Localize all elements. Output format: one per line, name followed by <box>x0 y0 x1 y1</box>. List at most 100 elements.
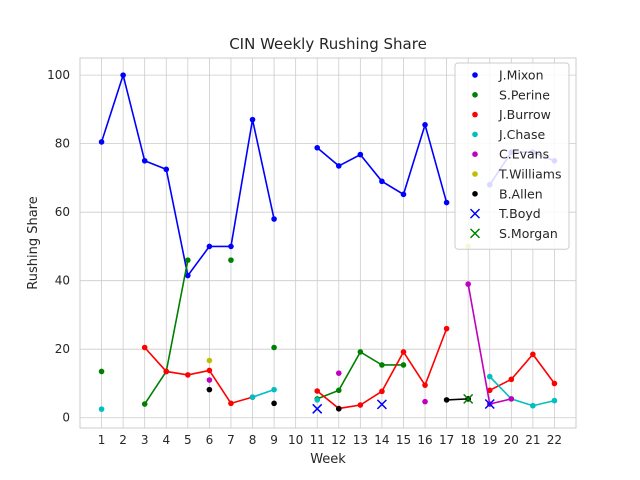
data-point <box>400 362 407 368</box>
series-area <box>98 72 558 414</box>
data-point <box>551 380 558 387</box>
data-point <box>530 402 536 409</box>
data-point <box>314 388 321 394</box>
legend-entry: J.Chase <box>498 127 545 142</box>
legend-entry: J.Burrow <box>498 107 551 122</box>
legend-entry: S.Perine <box>499 87 550 102</box>
series-line <box>489 376 555 407</box>
legend-entry: T.Williams <box>498 167 561 182</box>
data-point <box>249 116 256 123</box>
legend-entry: S.Morgan <box>499 226 558 241</box>
x-tick-label: 20 <box>504 433 519 447</box>
x-tick-label: 16 <box>417 433 432 447</box>
series-line <box>489 353 556 392</box>
plot-frame <box>79 57 577 429</box>
x-tick-label: 18 <box>461 433 476 447</box>
data-point <box>463 393 474 404</box>
data-point <box>400 349 407 355</box>
data-point <box>335 406 342 412</box>
data-point <box>508 376 515 383</box>
data-point <box>314 144 321 151</box>
data-point <box>379 388 385 395</box>
data-point <box>98 406 105 412</box>
legend-marker <box>472 151 478 157</box>
legend-entry: J.Mixon <box>498 68 544 83</box>
data-point <box>551 397 558 404</box>
data-point <box>379 178 385 185</box>
y-tick-label: 40 <box>55 274 70 288</box>
data-point <box>486 373 493 380</box>
x-tick-label: 15 <box>396 433 411 447</box>
x-tick-label: 4 <box>162 433 170 447</box>
data-point <box>141 344 148 351</box>
legend-marker <box>472 72 478 78</box>
data-point <box>357 402 364 408</box>
data-point <box>249 394 256 400</box>
data-point <box>120 72 126 78</box>
legend-marker <box>472 111 478 118</box>
data-point <box>484 398 495 410</box>
x-tick-label: 17 <box>439 433 454 447</box>
x-tick-label: 12 <box>331 433 346 447</box>
data-point <box>422 122 428 128</box>
data-point <box>530 351 536 358</box>
data-point <box>357 349 364 355</box>
data-point <box>376 399 387 410</box>
x-tick-label: 3 <box>141 433 149 447</box>
chart-title: CIN Weekly Rushing Share <box>229 35 427 53</box>
series-j-burrow <box>141 325 558 412</box>
x-tick-label: 19 <box>482 433 497 447</box>
data-point <box>185 272 191 279</box>
legend-entry: C.Evans <box>499 147 549 162</box>
x-tick-label: 22 <box>547 433 562 447</box>
data-point <box>185 372 191 378</box>
data-point <box>228 400 234 407</box>
data-point <box>271 400 277 407</box>
y-tick-label: 60 <box>55 205 70 219</box>
data-point <box>206 367 213 374</box>
series-line <box>144 346 253 405</box>
data-point <box>271 386 277 393</box>
legend-entry: T.Boyd <box>498 206 541 221</box>
tick-labels: 1 2 3 4 5 6 7 8 9 10 11 12 13 14 15 16 17 18 19 20 21 2202040… <box>47 68 562 447</box>
x-tick-label: 1 <box>98 433 106 447</box>
x-tick-label: 9 <box>270 433 278 447</box>
x-tick-label: 11 <box>310 433 325 447</box>
x-tick-label: 5 <box>184 433 192 447</box>
x-tick-label: 14 <box>374 433 389 447</box>
legend: J.Mixon S.Perine J.Burrow J.Chase C.Evans T.W… <box>454 62 570 250</box>
data-point <box>312 403 323 414</box>
data-point <box>422 398 428 405</box>
data-point <box>271 216 277 222</box>
data-point <box>314 397 321 403</box>
data-point <box>163 368 170 375</box>
x-tick-label: 8 <box>249 433 257 447</box>
data-point <box>228 243 234 250</box>
legend-marker <box>472 131 478 138</box>
series-t-boyd <box>312 398 495 414</box>
legend-marker <box>469 208 481 219</box>
x-tick-label: 13 <box>353 433 368 447</box>
legend-marker <box>472 191 478 197</box>
legend-marker <box>469 228 481 239</box>
x-tick-label: 21 <box>525 433 540 447</box>
x-tick-label: 6 <box>206 433 214 447</box>
y-tick-label: 80 <box>55 137 70 151</box>
data-point <box>335 163 342 169</box>
data-point <box>357 151 364 158</box>
data-point <box>443 325 450 332</box>
data-point <box>443 397 450 403</box>
y-axis-label: Rushing Share <box>26 196 41 289</box>
series-s-morgan <box>463 393 474 404</box>
data-point <box>335 387 342 394</box>
series-line <box>252 388 275 398</box>
data-point <box>163 166 170 173</box>
legend-marker <box>472 92 478 98</box>
data-point <box>271 344 277 351</box>
x-tick-label: 10 <box>288 433 303 447</box>
y-tick-label: 20 <box>55 342 70 356</box>
y-tick-label: 100 <box>47 68 70 82</box>
data-point <box>98 368 105 375</box>
data-point <box>465 281 471 287</box>
